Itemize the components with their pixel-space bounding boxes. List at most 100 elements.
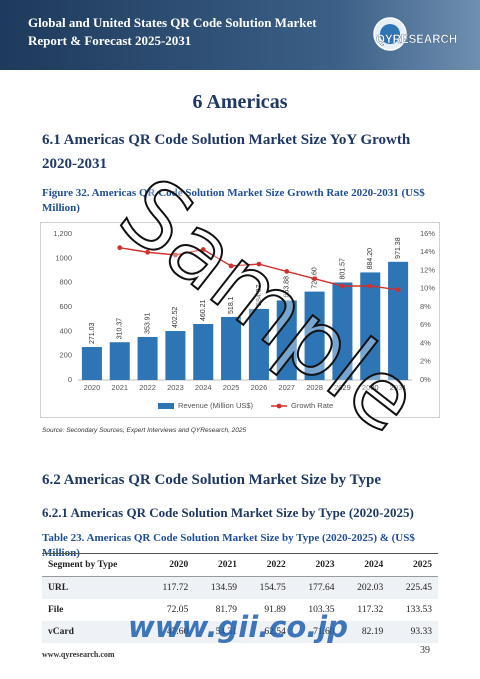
y-tick-label: 600 (59, 302, 72, 311)
x-tick-label: 2030 (362, 383, 379, 392)
value-label: 271.03 (89, 323, 96, 345)
line-marker (256, 261, 262, 267)
y-tick-label: 0 (68, 375, 72, 384)
y-tick-label: 200 (59, 351, 72, 360)
chart-frame (40, 222, 440, 418)
line-marker (367, 283, 373, 289)
y2-tick-label: 12% (420, 265, 435, 274)
page-number: 39 (420, 645, 430, 656)
y2-tick-label: 6% (420, 320, 431, 329)
cell: 177.64 (291, 576, 341, 599)
value-label: 801.57 (339, 258, 346, 280)
table-row: File 72.05 81.79 91.89 103.35 117.32 133… (42, 599, 438, 621)
section-heading: 6.1 Americas QR Code Solution Market Siz… (42, 132, 411, 172)
y2-tick-label: 8% (420, 302, 431, 311)
cell: 154.75 (243, 576, 292, 599)
x-tick-label: 2020 (84, 383, 101, 392)
table-row: vCard 47.60 54.31 62.54 71.60 82.19 93.3… (42, 621, 438, 643)
y-tick-label: 400 (59, 326, 72, 335)
cell: 81.79 (215, 605, 237, 615)
bar (193, 324, 214, 380)
figure-caption: Figure 32. Americas QR Code Solution Mar… (42, 187, 425, 214)
chapter-heading: 6 Americas (192, 91, 288, 113)
logo-text: QYRESEARCH (376, 34, 457, 46)
value-label: 518.1 (228, 296, 235, 314)
x-tick-label: 2027 (278, 383, 295, 392)
line-marker (312, 276, 317, 282)
header-row: Segment by Type 2020 2021 2022 2023 2024… (42, 553, 438, 577)
x-tick-label: 2028 (306, 383, 323, 392)
cell: File (48, 605, 64, 615)
line-marker (340, 283, 345, 289)
bar (109, 342, 130, 380)
bar (304, 291, 325, 380)
x-tick-label: 2023 (167, 383, 184, 392)
report-title: Global and United States QR Code Solutio… (28, 15, 317, 48)
value-label: 884.20 (367, 248, 374, 270)
x-tick-label: 2021 (111, 383, 128, 392)
data-table: Segment by Type 2020 2021 2022 2023 2024… (42, 553, 438, 643)
cell: 202.03 (340, 576, 390, 599)
bar (248, 308, 269, 380)
line-marker (145, 249, 150, 255)
bar (388, 261, 409, 380)
bar (276, 300, 297, 380)
y2-tick-label: 2% (420, 357, 431, 366)
legend-swatch (276, 403, 282, 409)
value-label: 353.91 (144, 312, 151, 334)
y-tick-label: 800 (59, 278, 72, 287)
bar (332, 282, 353, 380)
bar (360, 272, 381, 380)
line (119, 246, 399, 291)
line-marker (117, 245, 123, 251)
line-marker (173, 252, 178, 258)
footer-url: www.qyresearch.com (42, 650, 115, 659)
y2-tick-label: 14% (420, 247, 435, 256)
cell: 47.60 (145, 621, 195, 643)
x-tick-label: 2031 (390, 383, 407, 392)
bar (165, 331, 186, 380)
value-label: 460.21 (200, 299, 207, 321)
header-cell: 2022 (243, 553, 292, 577)
header-cell: 2024 (340, 553, 390, 577)
cell: 71.60 (291, 621, 341, 643)
cell: 82.19 (340, 621, 390, 643)
line-marker (395, 287, 401, 293)
y2-tick-label: 10% (420, 284, 435, 293)
cell: URL (42, 576, 146, 599)
legend-label: Growth Rate (291, 401, 333, 410)
section-heading: 6.2 Americas QR Code Solution Market Siz… (42, 472, 382, 488)
subsection-heading: 6.2.1 Americas QR Code Solution Market S… (42, 505, 414, 520)
cell: 54.31 (194, 621, 243, 643)
y2-tick-label: 0% (420, 375, 431, 384)
x-tick-label: 2025 (223, 383, 240, 392)
y-tick-label: 1000 (55, 253, 72, 262)
header-cell: 2025 (389, 553, 438, 577)
cell: 72.05 (166, 605, 189, 615)
x-tick-label: 2029 (334, 383, 351, 392)
header-cell: 2023 (291, 553, 341, 577)
legend-label: Revenue (Million US$) (178, 401, 254, 410)
cell: 103.35 (308, 605, 335, 615)
cell: 225.45 (389, 576, 438, 599)
bar (221, 316, 242, 380)
cell: 91.89 (264, 605, 286, 615)
value-label: 584.07 (256, 284, 263, 306)
cell: 117.72 (145, 576, 195, 599)
cell: 133.53 (405, 605, 432, 615)
cell: vCard (42, 621, 146, 643)
header-cell: 2020 (145, 553, 195, 577)
x-tick-label: 2024 (195, 383, 212, 392)
value-label: 971.38 (395, 237, 402, 259)
logo: QYRESEARCH (373, 17, 457, 51)
legend-swatch (158, 403, 174, 409)
value-label: 310.37 (117, 318, 124, 340)
x-tick-label: 2026 (251, 383, 268, 392)
cell: 93.33 (389, 621, 438, 643)
line-marker (228, 263, 234, 269)
y-tick-label: 1,200 (53, 229, 72, 238)
line-marker (284, 269, 290, 274)
x-tick-label: 2022 (139, 383, 156, 392)
bar (137, 336, 158, 380)
